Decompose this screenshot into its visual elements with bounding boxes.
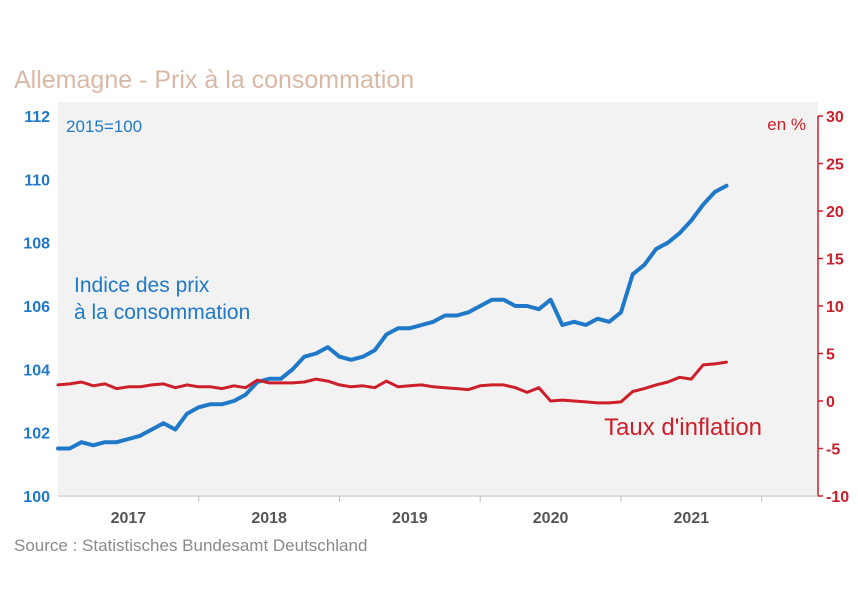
plot-area: [58, 102, 818, 495]
source-note: Source : Statistisches Bundesamt Deutsch…: [14, 536, 367, 555]
right-tick-label: 15: [826, 252, 844, 269]
right-tick-label: 30: [826, 109, 844, 126]
right-tick-label: 20: [826, 204, 844, 221]
series-label-cpi-line2: à la consommation: [74, 301, 250, 324]
right-axis-unit-label: en %: [767, 115, 806, 134]
x-tick-label: 2018: [251, 510, 287, 527]
left-axis-ticks: 100 102 104 106 108 110 112: [23, 109, 50, 506]
x-tick-label: 2019: [392, 510, 428, 527]
series-label-cpi: Indice des prix à la consommation: [74, 274, 250, 324]
series-line-cpi: [56, 183, 729, 451]
right-tick-label: 10: [826, 299, 844, 316]
right-tick-label: -10: [826, 489, 849, 506]
right-tick-label: 5: [826, 347, 835, 364]
left-axis-unit-label: 2015=100: [66, 117, 142, 136]
left-tick-label: 108: [23, 236, 50, 253]
left-tick-label: 102: [23, 426, 50, 443]
x-tick-label: 2020: [533, 510, 569, 527]
x-axis: 2017 2018 2019 2020 2021: [58, 495, 818, 527]
right-axis-ticks: -10 -5 0 5 10 15 20 25 30: [817, 109, 849, 506]
chart-title: Allemagne - Prix à la consommation: [14, 66, 414, 94]
right-tick-label: 25: [826, 157, 844, 174]
series-label-cpi-line1: Indice des prix: [74, 274, 210, 297]
left-tick-label: 110: [24, 172, 50, 189]
series-line-inflation: [56, 360, 728, 405]
left-tick-label: 112: [24, 109, 50, 126]
x-tick-label: 2017: [111, 510, 147, 527]
left-tick-label: 104: [23, 362, 50, 379]
right-tick-label: -5: [826, 442, 840, 459]
left-tick-label: 100: [23, 489, 50, 506]
right-tick-label: 0: [826, 394, 835, 411]
left-tick-label: 106: [23, 299, 50, 316]
x-tick-label: 2021: [674, 510, 710, 527]
series-label-inflation: Taux d'inflation: [604, 414, 762, 441]
